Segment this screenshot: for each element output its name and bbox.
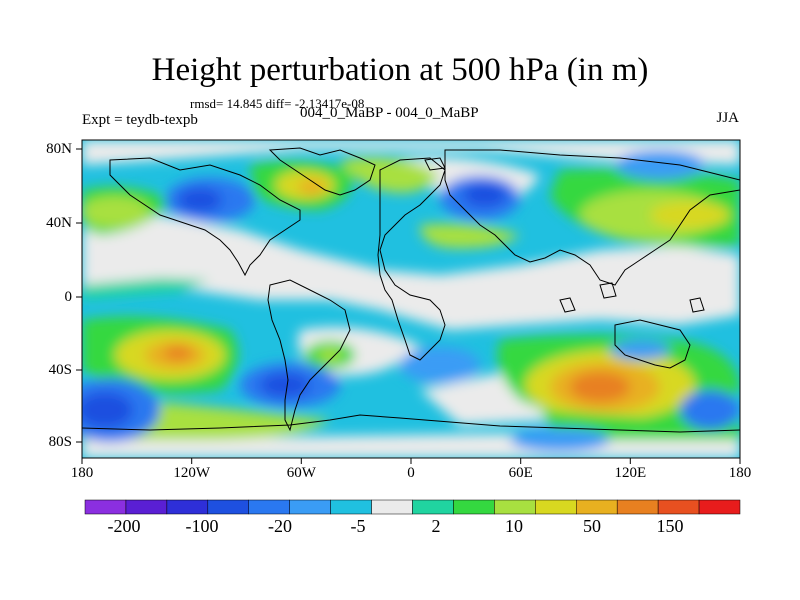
y-tick-label: 40S	[48, 362, 72, 378]
experiment-label: Expt = teydb-texpb	[82, 112, 198, 128]
x-tick-label: 180	[70, 465, 94, 481]
center-label: 004_0_MaBP - 004_0_MaBP	[300, 105, 479, 121]
y-tick-label: 40N	[46, 215, 72, 231]
x-tick-label: 60W	[286, 465, 316, 481]
x-tick-label: 120E	[614, 465, 647, 481]
colorbar-label: -100	[185, 516, 219, 536]
height-field	[82, 140, 740, 458]
y-tick-label: 0	[64, 289, 73, 305]
x-tick-label: 60E	[508, 465, 533, 481]
colorbar-label: 50	[583, 516, 601, 536]
coastlines	[82, 147, 740, 433]
x-tick-label: 180	[728, 465, 752, 481]
colorbar-label: -20	[268, 516, 292, 536]
y-tick-label: 80N	[46, 141, 72, 157]
colorbar-label: 150	[656, 516, 684, 536]
y-tick-label: 80S	[48, 434, 72, 450]
colorbar-label: 10	[505, 516, 523, 536]
colorbar-label: 2	[431, 516, 441, 536]
axis-ticks	[76, 148, 741, 464]
x-tick-label: 0	[407, 465, 415, 481]
season-label: JJA	[716, 110, 739, 126]
stats-line: rmsd= 14.845 diff= -2.13417e-08	[190, 96, 365, 111]
x-tick-label: 120W	[173, 465, 211, 481]
colorbar-label: -200	[107, 516, 141, 536]
plot-title: Height perturbation at 500 hPa (in m)	[151, 52, 649, 88]
colorbar-label: -5	[350, 516, 366, 536]
